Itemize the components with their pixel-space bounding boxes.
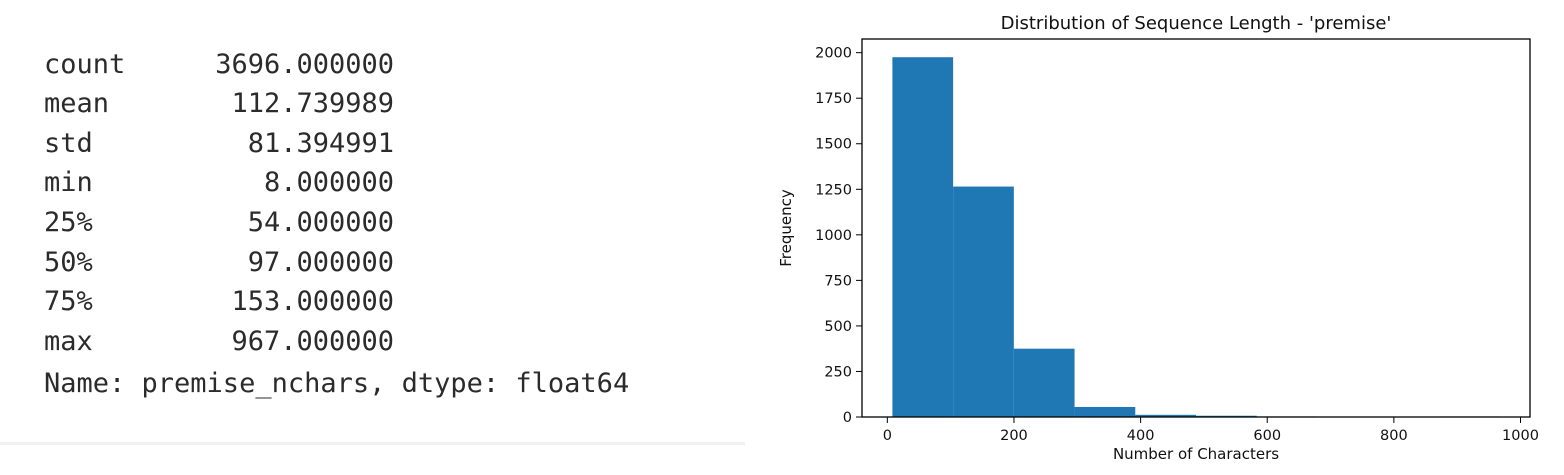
describe-row-key: std [44,128,93,159]
describe-row: 75% 153.000000 [44,287,394,317]
describe-row: max 967.000000 [44,327,394,357]
describe-row-value: 81.394991 [247,128,394,159]
x-tick-label: 800 [1380,428,1408,444]
describe-row-value: 3696.000000 [215,49,394,80]
histogram-chart: Distribution of Sequence Length - 'premi… [777,13,1539,463]
describe-row: std 81.394991 [44,129,394,159]
histogram-bar [953,186,1014,417]
x-tick-label: 400 [1127,428,1155,444]
describe-row: 50% 97.000000 [44,248,394,278]
x-axis-label: Number of Characters [1113,445,1279,463]
describe-row-value: 112.739989 [231,88,394,119]
describe-row-key: 75% [44,286,93,317]
describe-row: count 3696.000000 [44,50,394,80]
y-tick-label: 1000 [815,228,852,244]
histogram-bar [892,57,954,418]
describe-row-value: 8.000000 [263,167,394,198]
describe-row-key: count [44,49,126,80]
histogram-bar [1013,348,1075,417]
y-tick-label: 1250 [815,182,852,198]
histogram-bar [1074,406,1136,417]
x-tick-label: 1000 [1502,428,1539,444]
histogram-bar [1135,414,1196,417]
describe-row-value: 967.000000 [231,326,394,357]
y-axis-label: Frequency [777,189,795,267]
describe-row-key: min [44,167,93,198]
y-tick-label: 1750 [815,91,852,107]
y-tick-label: 500 [824,319,852,335]
describe-row-key: 50% [44,247,93,278]
describe-row-key: 25% [44,207,93,238]
y-tick-label: 750 [824,273,852,289]
describe-row: min 8.000000 [44,168,394,198]
describe-row-value: 97.000000 [247,247,394,278]
describe-row-key: max [44,326,93,357]
chart-title: Distribution of Sequence Length - 'premi… [1001,13,1392,34]
y-tick-label: 250 [824,364,852,380]
x-tick-label: 600 [1253,428,1281,444]
describe-row-value: 54.000000 [247,207,394,238]
describe-row-key: mean [44,88,110,119]
describe-row-value: 153.000000 [231,286,394,317]
y-tick-label: 0 [843,410,852,426]
y-tick-label: 2000 [815,46,852,62]
y-tick-label: 1500 [815,137,852,153]
describe-row: 25% 54.000000 [44,208,394,238]
describe-row: mean 112.739989 [44,89,394,119]
describe-footer-line: Name: premise_nchars, dtype: float64 [44,368,630,399]
x-tick-label: 200 [1000,428,1028,444]
plot-frame [861,38,1531,418]
describe-output-panel: count 3696.000000 mean 112.739989 std 81.3949… [0,0,745,445]
x-tick-label: 0 [883,428,892,444]
